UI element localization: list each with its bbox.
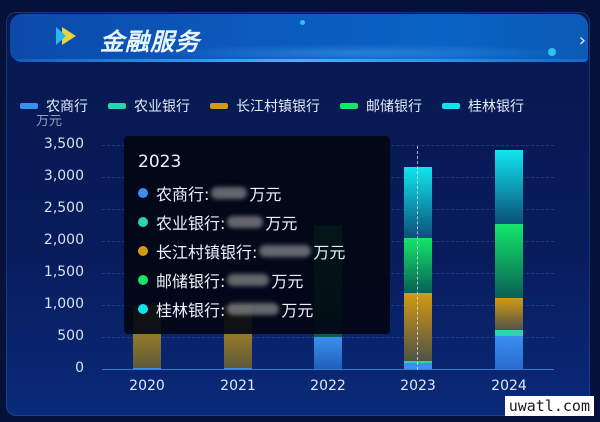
bar-segment-guilin: [495, 150, 523, 224]
x-label: 2021: [220, 378, 256, 394]
tooltip-unit: 万元: [313, 243, 346, 262]
x-label: 2020: [129, 378, 165, 394]
series-dot: [138, 217, 148, 227]
x-label: 2022: [310, 378, 346, 394]
series-dot: [138, 246, 148, 256]
panel-title: 金融服务: [100, 28, 200, 56]
bar-2024[interactable]: [495, 150, 523, 369]
bar-segment-nongshang: [314, 337, 342, 369]
y-tick: 2,500: [43, 200, 84, 216]
legend-label: 农商行: [46, 99, 88, 115]
legend-label: 长江村镇银行: [236, 99, 320, 115]
chevron-right-icon[interactable]: ›: [578, 30, 586, 51]
tooltip-crosshair: [417, 146, 418, 370]
tooltip-row: 长江村镇银行: 万元: [138, 239, 345, 263]
tooltip-label: 长江村镇银行:: [156, 243, 258, 262]
bar-segment-nongye: [495, 330, 523, 336]
tooltip-unit: 万元: [271, 272, 304, 291]
y-tick: 2,000: [43, 232, 84, 248]
x-label: 2023: [400, 378, 436, 394]
legend-item-guilin[interactable]: 桂林银行: [442, 96, 524, 116]
legend-swatch: [20, 103, 38, 109]
tooltip-label: 桂林银行:: [156, 301, 226, 320]
blurred-value: [211, 187, 248, 199]
tooltip-row: 农业银行: 万元: [138, 210, 297, 234]
blurred-value: [227, 303, 280, 315]
legend-label: 桂林银行: [468, 99, 524, 115]
tooltip-row: 邮储银行: 万元: [138, 268, 303, 292]
y-tick: 3,500: [43, 136, 84, 152]
legend-label: 农业银行: [134, 99, 190, 115]
bar-segment-nongshang: [133, 368, 161, 369]
arrow-icon: [56, 27, 76, 45]
bar-segment-nongshang: [404, 363, 432, 369]
header-glow: [150, 44, 570, 62]
y-tick: 0: [75, 360, 84, 376]
tooltip-row: 桂林银行: 万元: [138, 297, 313, 321]
tooltip-unit: 万元: [281, 301, 314, 320]
y-tick: 1,500: [43, 264, 84, 280]
bar-segment-nongshang: [495, 336, 523, 369]
legend-swatch: [210, 103, 228, 109]
y-tick: 1,000: [43, 296, 84, 312]
bar-segment-guilin: [404, 167, 432, 238]
chart-legend: 农商行 农业银行 长江村镇银行 邮储银行 桂林银行: [20, 96, 544, 116]
y-tick: 3,000: [43, 168, 84, 184]
tooltip-year: 2023: [138, 152, 182, 172]
bar-segment-nongye: [404, 361, 432, 363]
watermark: uwatl.com: [504, 396, 594, 416]
series-dot: [138, 275, 148, 285]
y-axis-unit: 万元: [36, 114, 63, 129]
bar-2023[interactable]: [404, 167, 432, 369]
bar-segment-changjiang: [404, 293, 432, 361]
tooltip-row: 农商行: 万元: [138, 181, 281, 205]
chart-tooltip: 2023 农商行: 万元 农业银行: 万元 长江村镇银行: 万元 邮储银行: 万…: [124, 136, 390, 334]
bar-segment-changjiang: [495, 298, 523, 330]
legend-item-nongye[interactable]: 农业银行: [108, 96, 190, 116]
x-axis-line: [102, 369, 554, 370]
legend-label: 邮储银行: [366, 99, 422, 115]
series-dot: [138, 188, 148, 198]
x-label: 2024: [491, 378, 527, 394]
tooltip-label: 农商行:: [156, 185, 210, 204]
tooltip-label: 农业银行:: [156, 214, 226, 233]
panel-header: [10, 14, 588, 62]
decor-dot: [548, 48, 556, 56]
legend-item-youchu[interactable]: 邮储银行: [340, 96, 422, 116]
legend-swatch: [442, 103, 460, 109]
bar-segment-youchu: [404, 238, 432, 293]
legend-swatch: [340, 103, 358, 109]
tooltip-label: 邮储银行:: [156, 272, 226, 291]
blurred-value: [227, 274, 270, 286]
bar-segment-youchu: [495, 224, 523, 298]
decor-dot: [300, 20, 305, 25]
tooltip-unit: 万元: [249, 185, 282, 204]
legend-item-nongshang[interactable]: 农商行: [20, 96, 88, 116]
legend-item-changjiang[interactable]: 长江村镇银行: [210, 96, 320, 116]
bar-segment-nongshang: [224, 368, 252, 369]
blurred-value: [259, 245, 312, 257]
series-dot: [138, 304, 148, 314]
y-tick: 500: [57, 328, 84, 344]
tooltip-unit: 万元: [265, 214, 298, 233]
blurred-value: [227, 216, 264, 228]
legend-swatch: [108, 103, 126, 109]
